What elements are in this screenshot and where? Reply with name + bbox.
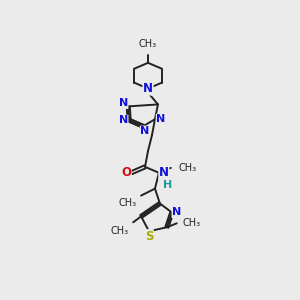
Text: N: N [140, 126, 150, 136]
Text: N: N [172, 207, 182, 218]
Text: S: S [145, 230, 153, 243]
Text: CH₃: CH₃ [118, 198, 136, 208]
Text: H: H [163, 180, 172, 190]
Text: N: N [143, 82, 153, 95]
Text: N: N [118, 98, 128, 108]
Text: CH₃: CH₃ [183, 218, 201, 228]
Text: CH₃: CH₃ [139, 39, 157, 49]
Text: CH₃: CH₃ [110, 226, 128, 236]
Text: N: N [118, 115, 128, 125]
Text: N: N [159, 166, 169, 179]
Text: N: N [156, 114, 166, 124]
Text: CH₃: CH₃ [179, 163, 197, 173]
Text: O: O [121, 166, 131, 179]
